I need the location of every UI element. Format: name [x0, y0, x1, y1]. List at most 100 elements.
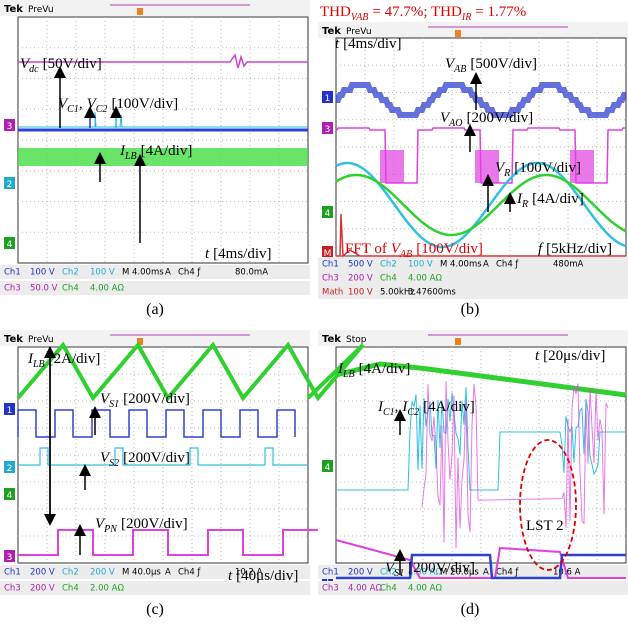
label-text: [4A/div] [423, 399, 475, 415]
status-cell: Ch2 [62, 568, 79, 578]
panel-caption: (c) [146, 601, 164, 618]
label-subscript: VAB [351, 12, 369, 23]
figure-title: THDVAB​= 47.7%; THDIR​= 1.77% [320, 4, 526, 23]
label-text: [200V/div] [467, 110, 534, 126]
status-cell: Ch1 [322, 568, 339, 578]
label-subscript: LB [342, 369, 355, 380]
status-cell: Ch3 [322, 274, 339, 284]
status-cell: Ch3 [322, 584, 339, 594]
status-cell: 4.00 AΩ [408, 584, 442, 594]
panel-caption: (a) [146, 301, 164, 318]
label-text: , [79, 96, 83, 112]
label-subscript: AB [453, 64, 466, 75]
status-cell: M 4.00ms [122, 268, 164, 278]
annotation: LST 2 [526, 518, 564, 534]
label-text: [100V/div] [514, 160, 581, 176]
label-text: [2A/div] [49, 351, 101, 367]
status-cell: Ch3 [4, 584, 21, 594]
status-cell: 4.00 AΩ [90, 284, 124, 294]
label-text: [4ms/div] [213, 246, 271, 262]
label-subscript: LB [124, 151, 137, 162]
annotation: t[40μs/div] [228, 568, 298, 584]
status-cell: Ch2 [380, 260, 397, 270]
figure: TekPreVu324Ch1100 VCh2100 VM 4.00msACh4 … [0, 0, 628, 627]
annotation: t[4ms/div] [205, 246, 272, 262]
channel-marker-label: 1 [325, 94, 331, 104]
label-text: [4A/div] [141, 143, 193, 159]
scope-brand: Tek [4, 4, 23, 15]
label-text: [200V/div] [123, 391, 190, 407]
label-text: [5kHz/div] [546, 241, 612, 257]
label-text: [100V/div] [416, 241, 483, 257]
status-cell: M 40.0μs [122, 568, 161, 578]
status-cell: M 4.00ms [440, 260, 482, 270]
channel-marker-label: 2 [7, 180, 13, 190]
channel-marker-label: 4 [325, 209, 331, 219]
label-text: [40μs/div] [236, 568, 298, 584]
annotation: t[4ms/div] [335, 36, 402, 52]
status-cell: 2.00 AΩ [90, 584, 124, 594]
status-cell: 200 V [348, 274, 373, 284]
status-cell: A [165, 268, 171, 278]
status-cell: Ch4 [380, 274, 397, 284]
label-subscript: dc [29, 64, 39, 75]
label-text: [4A/div] [359, 361, 411, 377]
status-cell: Math [322, 288, 343, 298]
scope-status: Stop [346, 335, 367, 345]
label-subscript: C2 [407, 407, 419, 418]
label-text: [50V/div] [43, 56, 102, 72]
scope-status: PreVu [28, 335, 54, 345]
label-text: [500V/div] [470, 56, 537, 72]
label-subscript: S1 [109, 399, 119, 410]
status-cell: 200 V [30, 568, 55, 578]
scope-brand: Tek [322, 334, 341, 345]
status-cell: 500 V [348, 260, 373, 270]
status-cell: 4.00 AΩ [408, 274, 442, 284]
scope-brand: Tek [4, 334, 23, 345]
channel-marker-label: 3 [325, 125, 331, 135]
status-cell: 3.47600ms [408, 288, 456, 298]
label-subscript: C2 [96, 104, 108, 115]
label-subscript: C1 [67, 104, 79, 115]
status-cell: Ch4 ƒ [178, 268, 201, 278]
channel-marker-label: 3 [7, 553, 13, 563]
channel-marker-label: 4 [7, 240, 13, 250]
label-text: [200V/div] [408, 560, 475, 576]
status-cell: 80.0mA [235, 268, 268, 278]
label-subscript: R [503, 168, 510, 179]
annotation: t[20μs/div] [535, 348, 605, 364]
channel-marker-label: 1 [7, 406, 13, 416]
status-cell: Ch1 [4, 268, 21, 278]
status-cell: 200 V [30, 584, 55, 594]
label-subscript: C1 [383, 407, 395, 418]
status-cell: 100 V [408, 260, 433, 270]
status-cell: Ch4 ƒ [496, 568, 519, 578]
label-subscript: AO [448, 118, 462, 129]
label-text: THD [320, 4, 351, 20]
trigger-icon [455, 338, 461, 345]
trigger-icon [137, 8, 143, 15]
annotation: f[5kHz/div] [538, 241, 612, 257]
channel-marker-label: 4 [7, 491, 13, 501]
channel-marker-label: 2 [7, 464, 13, 474]
label-subscript: S2 [109, 458, 119, 469]
label-text: = 47.7%; THD [372, 4, 462, 20]
label-text: [100V/div] [111, 96, 178, 112]
scope-status: PreVu [28, 5, 54, 15]
label-text: , [395, 399, 399, 415]
label-subscript: R [521, 199, 528, 210]
status-cell: Ch1 [322, 260, 339, 270]
status-cell: Ch4 ƒ [178, 568, 201, 578]
panel-caption: (b) [461, 301, 480, 318]
label-text: [4A/div] [532, 191, 584, 207]
label-subscript: LB [32, 359, 45, 370]
label-subscript: IR [461, 12, 471, 23]
channel-marker-label: 3 [7, 122, 13, 132]
label-text: [20μs/div] [543, 348, 605, 364]
status-cell: Ch3 [4, 284, 21, 294]
status-cell: Ch4 ƒ [496, 260, 519, 270]
label-text: FFT of [345, 241, 387, 257]
status-cell: 100 V [30, 268, 55, 278]
label-text: [200V/div] [121, 516, 188, 532]
label-text: LST 2 [526, 518, 564, 534]
